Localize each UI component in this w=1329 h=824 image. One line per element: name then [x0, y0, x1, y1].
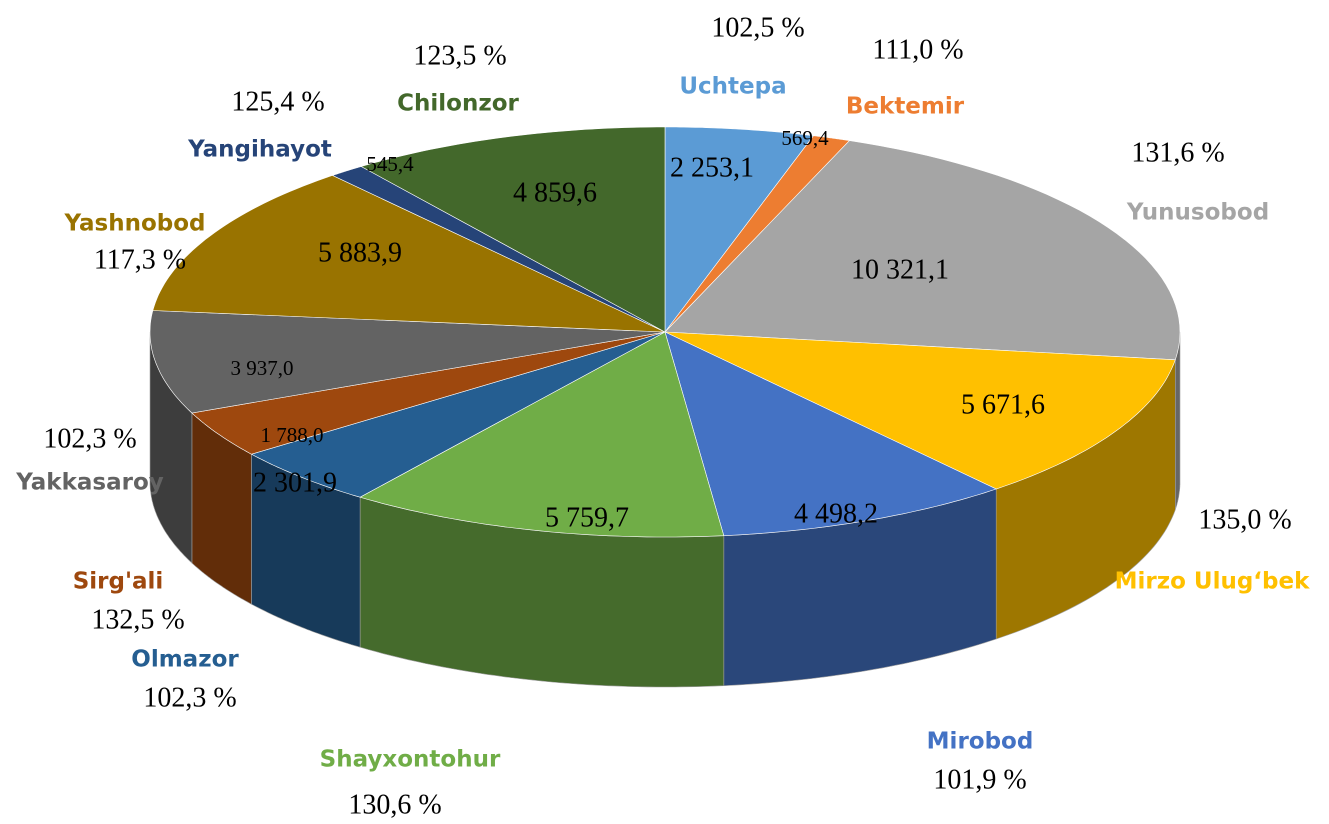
growth-label: 132,5 % [91, 604, 184, 635]
growth-label: 111,0 % [872, 34, 963, 65]
value-label: 2 253,1 [670, 152, 754, 183]
slice [331, 166, 666, 333]
slice [250, 331, 666, 498]
category-label: Mirobod [927, 729, 1034, 755]
growth-label: 102,5 % [711, 12, 804, 43]
value-label: 4 859,6 [513, 177, 597, 208]
slice [149, 310, 666, 414]
slice [664, 331, 998, 537]
value-label: 5 671,6 [961, 389, 1045, 420]
slice [664, 331, 1176, 490]
growth-label: 102,3 % [143, 682, 236, 713]
value-label: 2 301,9 [253, 467, 337, 498]
value-label: 545,4 [366, 152, 414, 176]
growth-label: 131,6 % [1131, 137, 1224, 168]
slice-side [1175, 332, 1181, 510]
category-label: Yunusobod [1126, 200, 1269, 226]
value-label: 4 498,2 [794, 498, 878, 529]
slice [359, 331, 725, 538]
slice [664, 126, 815, 333]
category-label: Mirzo Ulug‘bek [1115, 569, 1311, 595]
slice [360, 126, 666, 333]
slice [191, 331, 666, 455]
value-label: 5 883,9 [318, 237, 402, 268]
slice [664, 135, 851, 333]
category-label: Bektemir [846, 94, 965, 120]
category-label: Yakkasaroy [15, 470, 164, 496]
slice [664, 140, 1181, 361]
category-label: Yashnobod [63, 211, 205, 237]
category-label: Chilonzor [397, 91, 519, 117]
pie-sides [149, 332, 1181, 688]
value-label: 1 788,0 [261, 423, 324, 447]
category-label: Sirg'ali [73, 569, 164, 595]
growth-label: 123,5 % [413, 40, 506, 71]
category-label: Shayxontohur [320, 747, 501, 773]
growth-label: 101,9 % [933, 764, 1026, 795]
growth-label: 125,4 % [231, 86, 324, 117]
category-label: Uchtepa [679, 74, 786, 100]
category-label: Yangihayot [187, 137, 332, 163]
growth-label: 117,3 % [94, 244, 186, 275]
value-label: 3 937,0 [231, 356, 294, 380]
slice [152, 175, 666, 333]
growth-label: 130,6 % [348, 789, 441, 820]
value-label: 569,4 [781, 126, 829, 150]
value-label: 5 759,7 [545, 502, 629, 533]
growth-label: 102,3 % [43, 423, 136, 454]
category-label: Olmazor [131, 647, 239, 673]
value-label: 10 321,1 [851, 254, 949, 285]
growth-label: 135,0 % [1198, 504, 1291, 535]
